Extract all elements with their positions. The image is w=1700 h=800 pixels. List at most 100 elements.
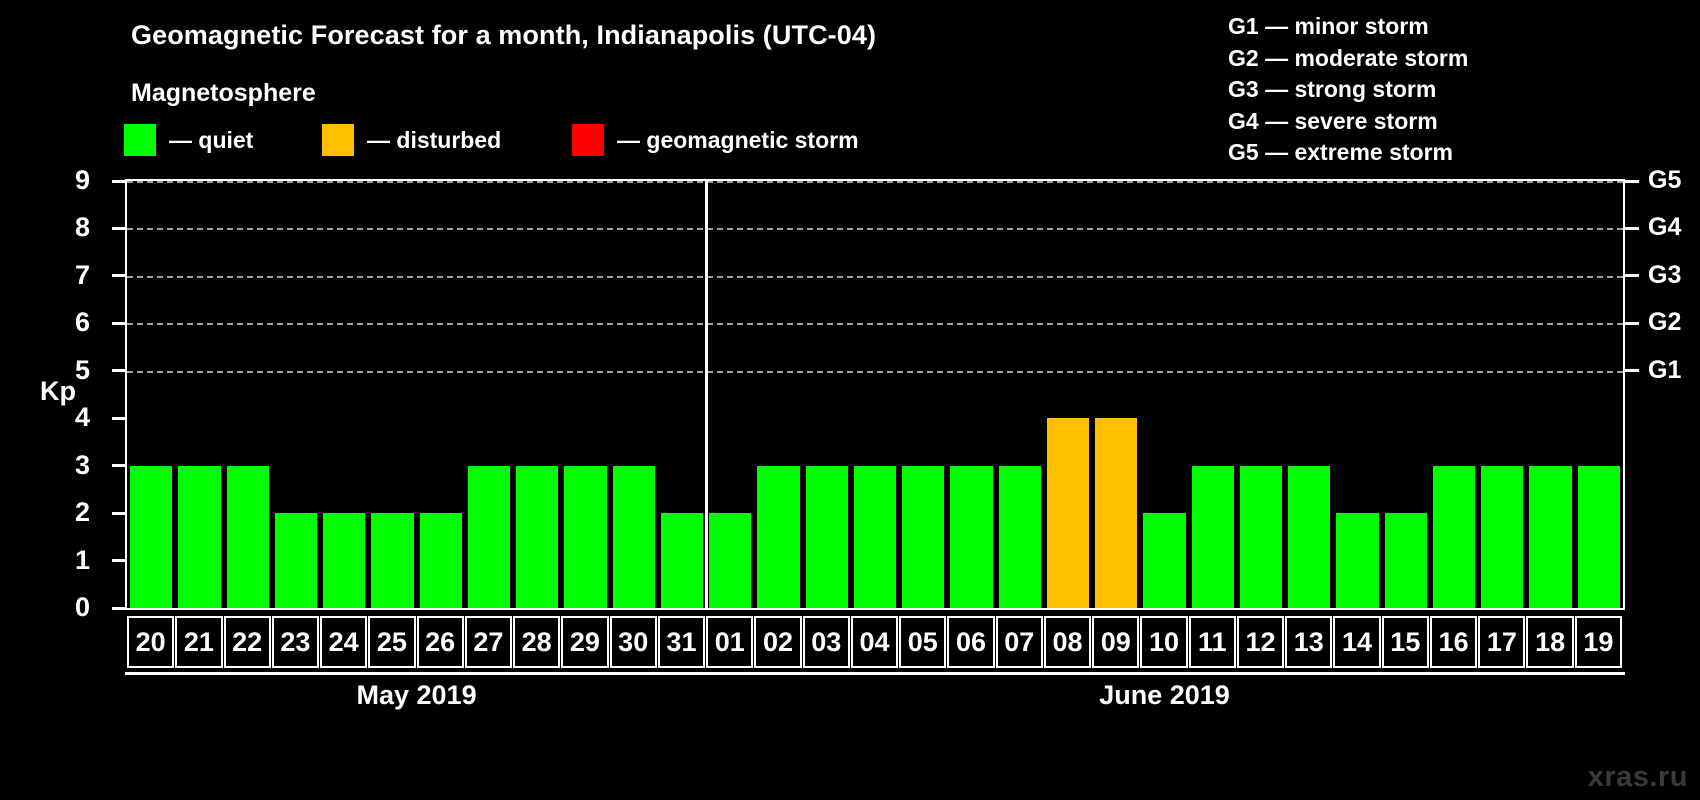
day-label-16[interactable]: 16 — [1429, 616, 1478, 668]
y-tick-label-7: 7 — [74, 259, 90, 290]
day-label-14[interactable]: 14 — [1333, 616, 1381, 668]
bar-17 — [1481, 465, 1524, 608]
bar-14 — [1336, 513, 1379, 608]
day-label-30[interactable]: 30 — [609, 616, 657, 668]
day-label-28[interactable]: 28 — [513, 616, 561, 668]
day-label-23[interactable]: 23 — [271, 616, 320, 668]
gridline-kp-9 — [127, 181, 1623, 183]
plot-area — [125, 179, 1625, 610]
y-tick-label-9: 9 — [74, 165, 90, 195]
day-label-15[interactable]: 15 — [1381, 616, 1429, 668]
day-label-25[interactable]: 25 — [368, 616, 416, 668]
month-divider-line — [704, 181, 708, 608]
day-label-26[interactable]: 26 — [416, 616, 464, 668]
day-label-31[interactable]: 31 — [657, 616, 706, 668]
day-label-18[interactable]: 18 — [1526, 616, 1574, 668]
day-label-27[interactable]: 27 — [464, 616, 513, 668]
legend-item-1: — disturbed — [322, 123, 501, 157]
bar-20 — [130, 465, 173, 608]
gridline-kp-7 — [127, 275, 1623, 278]
bar-24 — [323, 513, 366, 608]
plot-inner — [127, 181, 1623, 608]
bar-09 — [1095, 418, 1138, 608]
day-label-11[interactable]: 11 — [1188, 616, 1236, 668]
y-tick-1 — [112, 559, 125, 563]
axis-baseline — [125, 672, 1625, 675]
day-label-03[interactable]: 03 — [802, 616, 850, 668]
bar-02 — [757, 465, 800, 608]
day-label-02[interactable]: 02 — [754, 616, 802, 668]
g-tick-G2 — [1625, 321, 1639, 325]
g-axis-label-G3: G3 — [1648, 260, 1682, 289]
y-tick-label-3: 3 — [74, 449, 90, 480]
day-label-08[interactable]: 08 — [1043, 616, 1092, 668]
y-tick-label-4: 4 — [74, 402, 90, 433]
legend-swatch-icon-2 — [572, 124, 604, 156]
bar-25 — [371, 513, 414, 608]
bar-27 — [467, 465, 511, 608]
bar-26 — [419, 513, 462, 608]
legend-label-2: — geomagnetic storm — [617, 126, 859, 153]
bar-21 — [178, 465, 221, 608]
bar-22 — [226, 465, 269, 608]
bar-18 — [1529, 465, 1572, 608]
day-label-24[interactable]: 24 — [320, 616, 368, 668]
bar-01 — [709, 513, 752, 608]
y-tick-label-5: 5 — [74, 354, 90, 385]
g-tick-G3 — [1625, 274, 1639, 278]
month-caption-0: May 2019 — [356, 680, 477, 710]
g-legend-row-2: G2 — moderate storm — [1228, 44, 1469, 71]
day-label-05[interactable]: 05 — [899, 616, 947, 668]
day-label-29[interactable]: 29 — [561, 616, 609, 668]
day-label-04[interactable]: 04 — [850, 616, 899, 668]
day-label-13[interactable]: 13 — [1285, 616, 1333, 668]
y-tick-8 — [112, 226, 125, 230]
bar-15 — [1384, 513, 1427, 608]
day-label-12[interactable]: 12 — [1236, 616, 1285, 668]
bar-23 — [274, 513, 318, 608]
bar-30 — [612, 465, 655, 608]
bar-16 — [1432, 465, 1476, 608]
bar-11 — [1191, 465, 1234, 608]
bars-container — [127, 181, 1623, 608]
day-label-17[interactable]: 17 — [1478, 616, 1526, 668]
subtitle: Magnetosphere — [131, 79, 316, 107]
gridline-kp-8 — [127, 228, 1623, 231]
day-label-10[interactable]: 10 — [1140, 616, 1188, 668]
y-tick-4 — [112, 416, 125, 420]
g-axis-label-G5: G5 — [1648, 166, 1682, 194]
day-label-22[interactable]: 22 — [223, 616, 271, 668]
y-tick-7 — [112, 274, 125, 278]
day-label-19[interactable]: 19 — [1574, 616, 1622, 668]
bar-07 — [998, 465, 1041, 608]
bar-12 — [1239, 465, 1283, 608]
watermark: xras.ru — [1587, 761, 1688, 793]
g-legend-row-4: G4 — severe storm — [1228, 107, 1438, 134]
y-tick-label-2: 2 — [74, 497, 90, 528]
day-axis: 20 21 22 23 24 25 26 27 28 29 30 31 01 02 03 04 05 06 07 08… — [125, 616, 1625, 668]
day-label-07[interactable]: 07 — [995, 616, 1043, 668]
g-axis-label-G4: G4 — [1648, 213, 1682, 242]
bar-31 — [660, 513, 704, 608]
y-tick-label-6: 6 — [74, 307, 90, 338]
g-tick-G1 — [1625, 369, 1639, 373]
day-label-20[interactable]: 20 — [127, 616, 175, 668]
day-label-01[interactable]: 01 — [706, 616, 754, 668]
day-label-06[interactable]: 06 — [947, 616, 995, 668]
g-legend-row-5: G5 — extreme storm — [1228, 139, 1453, 165]
y-tick-2 — [112, 511, 125, 515]
bar-10 — [1143, 513, 1186, 608]
day-label-21[interactable]: 21 — [175, 616, 223, 668]
y-tick-label-0: 0 — [74, 592, 90, 622]
bar-05 — [902, 465, 945, 608]
y-tick-3 — [112, 464, 125, 468]
bar-13 — [1288, 465, 1331, 608]
day-label-09[interactable]: 09 — [1092, 616, 1140, 668]
y-tick-5 — [112, 369, 125, 373]
month-caption-1: June 2019 — [1099, 680, 1230, 710]
bar-04 — [853, 465, 897, 608]
bar-29 — [564, 465, 607, 608]
legend-swatch-icon-0 — [124, 124, 156, 156]
legend-swatch-icon-1 — [322, 124, 354, 156]
